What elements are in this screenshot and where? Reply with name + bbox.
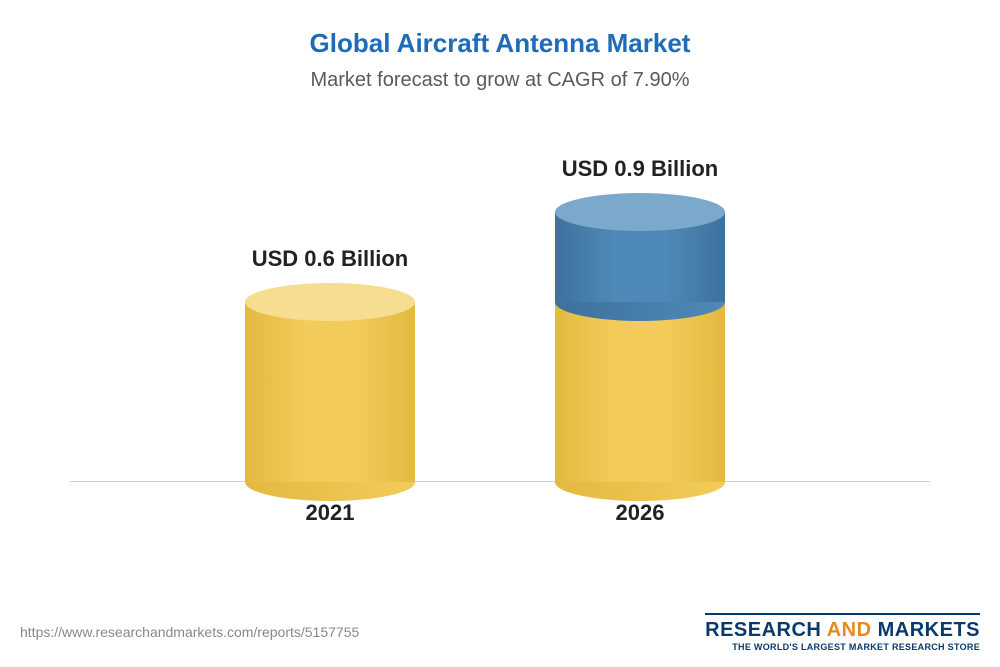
cylinder-body: [555, 212, 725, 482]
value-label: USD 0.6 Billion: [180, 246, 480, 272]
brand-word-3: MARKETS: [878, 619, 980, 641]
chart-baseline: [70, 481, 930, 482]
footer: https://www.researchandmarkets.com/repor…: [0, 607, 1000, 667]
chart-title: Global Aircraft Antenna Market: [0, 0, 1000, 59]
cyl-top-ellipse: [555, 193, 725, 231]
brand-tagline: THE WORLD'S LARGEST MARKET RESEARCH STOR…: [705, 642, 980, 652]
cylinder-body: [245, 302, 415, 482]
value-label: USD 0.9 Billion: [490, 156, 790, 182]
cyl-segment: [245, 302, 415, 482]
chart-area: USD 0.6 Billion 2021 USD 0.9 Billion 202…: [0, 122, 1000, 542]
brand-block: RESEARCH AND MARKETS THE WORLD'S LARGEST…: [705, 613, 980, 652]
chart-subtitle: Market forecast to grow at CAGR of 7.90%: [0, 69, 1000, 92]
brand-word-2: AND: [827, 619, 872, 641]
source-url: https://www.researchandmarkets.com/repor…: [20, 624, 359, 640]
brand-word-1: RESEARCH: [705, 619, 821, 641]
category-label: 2026: [555, 500, 725, 526]
cyl-top-ellipse: [245, 283, 415, 321]
brand-name: RESEARCH AND MARKETS: [705, 619, 980, 642]
cyl-segment-lower: [555, 302, 725, 482]
category-label: 2021: [245, 500, 415, 526]
